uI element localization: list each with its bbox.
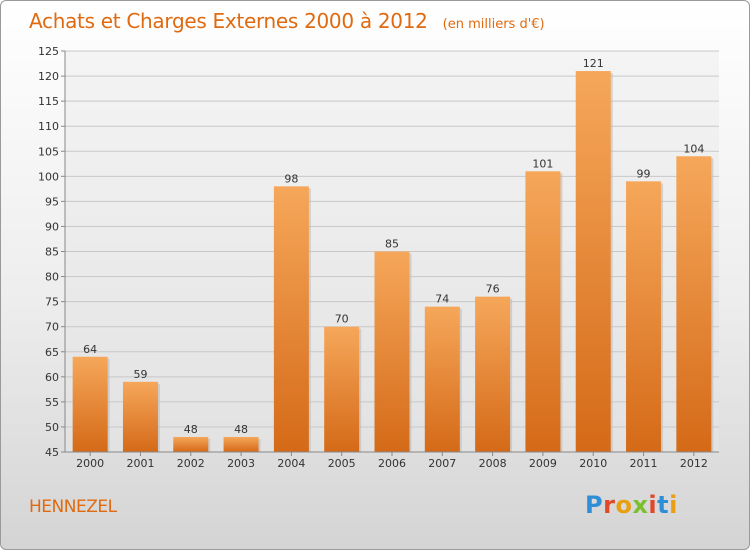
bar (173, 436, 209, 452)
bar (122, 381, 158, 452)
y-tick-label: 120 (38, 70, 59, 83)
x-tick-label: 2002 (177, 457, 205, 470)
data-label: 98 (284, 172, 298, 185)
bar (424, 306, 460, 452)
bars (72, 71, 714, 453)
logo-letter: x (632, 491, 649, 519)
x-tick-label: 2004 (277, 457, 305, 470)
logo-letter: r (603, 491, 616, 519)
data-label: 104 (683, 142, 704, 155)
y-tick-label: 95 (45, 195, 59, 208)
x-tick-label: 2011 (630, 457, 658, 470)
y-tick-label: 80 (45, 271, 59, 284)
bar (72, 356, 108, 452)
y-tick-label: 115 (38, 95, 59, 108)
logo-letter: o (615, 491, 633, 519)
data-label: 85 (385, 238, 399, 251)
y-tick-label: 45 (45, 446, 59, 459)
y-tick-label: 75 (45, 296, 59, 309)
data-label: 101 (532, 157, 553, 170)
x-tick-label: 2001 (126, 457, 154, 470)
logo-letter: i (669, 491, 678, 519)
data-label: 70 (335, 313, 349, 326)
y-tick-label: 85 (45, 246, 59, 259)
data-label: 64 (83, 343, 97, 356)
x-axis: 2000 2001 2002 2003 2004 2005 2006 2007 2008 2009… (65, 451, 719, 470)
data-label: 48 (184, 423, 198, 436)
bar (525, 171, 561, 453)
chart-title-block: Achats et Charges Externes 2000 à 2012 (… (29, 9, 545, 33)
bar (273, 186, 309, 452)
logo-letter: i (648, 491, 658, 519)
x-tick-label: 2012 (680, 457, 708, 470)
x-tick-label: 2010 (579, 457, 607, 470)
y-tick-label: 60 (45, 371, 59, 384)
data-label: 59 (133, 368, 147, 381)
y-tick-label: 50 (45, 421, 59, 434)
y-tick-label: 65 (45, 346, 59, 359)
y-tick-label: 55 (45, 396, 59, 409)
chart-unit: (en milliers d'€) (442, 17, 545, 32)
x-tick-label: 2000 (76, 457, 104, 470)
bar (626, 181, 662, 452)
x-tick-label: 2008 (479, 457, 507, 470)
proxiti-logo: Proxiti (585, 491, 678, 519)
x-tick-label: 2007 (428, 457, 456, 470)
data-label: 48 (234, 423, 248, 436)
bar (374, 251, 410, 452)
bar (676, 156, 712, 452)
logo-letter: t (657, 491, 670, 519)
y-tick-label: 100 (38, 170, 59, 183)
bar (475, 296, 511, 452)
bar (223, 436, 259, 452)
x-tick-label: 2006 (378, 457, 406, 470)
data-label: 76 (486, 283, 500, 296)
data-label: 74 (435, 293, 449, 306)
x-tick-label: 2005 (328, 457, 356, 470)
data-label: 121 (583, 57, 604, 70)
bar (324, 326, 360, 452)
bar (575, 71, 611, 453)
data-labels: 64 59 48 48 98 70 85 74 76 101 121 99 104 (83, 57, 704, 436)
logo-letter: P (585, 491, 604, 519)
chart-title: Achats et Charges Externes 2000 à 2012 (29, 9, 428, 33)
x-tick-label: 2003 (227, 457, 255, 470)
y-tick-label: 125 (38, 45, 59, 58)
y-tick-label: 105 (38, 145, 59, 158)
y-axis: 45 50 55 60 65 70 75 80 85 90 95 100 105 110 115 120 125 (38, 45, 66, 459)
data-label: 99 (637, 167, 651, 180)
commune-name: HENNEZEL (29, 497, 117, 517)
y-tick-label: 110 (38, 120, 59, 133)
y-tick-label: 90 (45, 220, 59, 233)
x-tick-label: 2009 (529, 457, 557, 470)
y-tick-label: 70 (45, 321, 59, 334)
